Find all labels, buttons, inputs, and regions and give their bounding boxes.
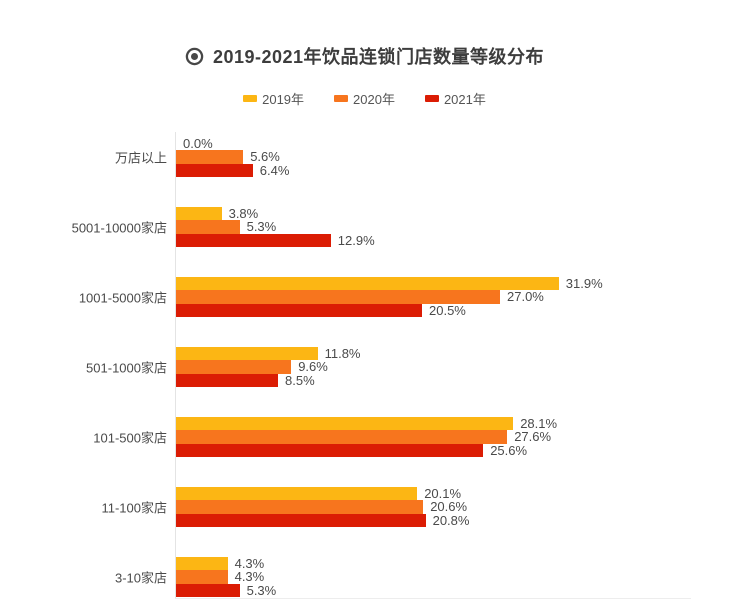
- legend-label: 2020年: [353, 92, 395, 107]
- bar: [176, 557, 228, 571]
- value-label: 31.9%: [565, 276, 603, 292]
- bar-row: 27.0%: [176, 289, 544, 305]
- legend-swatch: [424, 95, 439, 102]
- chart-title: 2019-2021年饮品连锁门店数量等级分布: [212, 47, 545, 67]
- value-label: 8.5%: [285, 372, 315, 388]
- bar-group: 1001-5000家店 31.9% 27.0% 20.5%: [0, 277, 729, 317]
- category-label: 5001-10000家店: [71, 220, 167, 236]
- category-label: 501-1000家店: [86, 360, 167, 376]
- bar-row: 5.3%: [176, 582, 277, 598]
- bar-group: 3-10家店 4.3% 4.3% 5.3%: [0, 557, 729, 597]
- bar: [176, 430, 508, 444]
- bar: [176, 487, 418, 501]
- bar-row: 5.6%: [176, 149, 280, 165]
- bar-group: 万店以上 0.0% 5.6% 6.4%: [0, 137, 729, 177]
- value-label: 5.3%: [246, 582, 277, 598]
- bar-row: 5.3%: [176, 219, 277, 235]
- bar: [176, 443, 484, 457]
- value-label: 4.3%: [234, 556, 265, 572]
- bar-group: 501-1000家店 11.8% 9.6% 8.5%: [0, 347, 729, 387]
- bar-row: 28.1%: [176, 416, 558, 432]
- bar-row: 11.8%: [176, 346, 361, 362]
- value-label: 6.4%: [259, 162, 290, 178]
- bar-row: 31.9%: [176, 276, 603, 292]
- legend-label: 2019年: [262, 92, 305, 107]
- bar-row: 12.9%: [176, 232, 375, 248]
- bar: [176, 220, 240, 234]
- legend-item-1: 2020年: [334, 89, 395, 108]
- legend-item-0: 2019年: [243, 89, 304, 108]
- value-label: 28.1%: [520, 416, 558, 432]
- bar-row: 20.8%: [176, 512, 470, 528]
- bar: [176, 347, 318, 361]
- value-label: 5.6%: [250, 149, 280, 165]
- bar: [176, 303, 422, 317]
- legend-item-2: 2021年: [424, 89, 486, 108]
- bar: [176, 513, 426, 527]
- category-label: 万店以上: [114, 150, 167, 166]
- category-label: 11-100家店: [101, 500, 167, 516]
- bar: [176, 500, 424, 514]
- bar: [176, 373, 278, 387]
- bar-row: 27.6%: [176, 429, 552, 445]
- value-label: 20.6%: [430, 499, 468, 515]
- bar-row: 25.6%: [176, 442, 528, 458]
- category-label: 1001-5000家店: [78, 290, 167, 306]
- target-icon: [185, 47, 204, 66]
- bar: [176, 583, 240, 597]
- bar-row: 8.5%: [176, 372, 315, 388]
- bar-row: 4.3%: [176, 556, 265, 572]
- bar: [176, 163, 253, 177]
- value-label: 3.8%: [228, 206, 259, 222]
- bar-row: 4.3%: [176, 569, 265, 585]
- bar: [176, 417, 514, 431]
- bar: [176, 277, 559, 291]
- legend-swatch: [334, 95, 349, 102]
- bar-group: 101-500家店 28.1% 27.6% 25.6%: [0, 417, 729, 457]
- bar-row: 3.8%: [176, 206, 259, 222]
- bar-group: 11-100家店 20.1% 20.6% 20.8%: [0, 487, 729, 527]
- value-label: 11.8%: [324, 346, 361, 362]
- bar: [176, 570, 228, 584]
- bar-row: 20.5%: [176, 302, 466, 318]
- value-label: 0.0%: [183, 136, 213, 152]
- category-label: 101-500家店: [93, 430, 167, 446]
- legend-label: 2021年: [443, 92, 486, 107]
- bar: [176, 290, 500, 304]
- bar: [176, 207, 222, 221]
- y-axis-line: [175, 132, 176, 598]
- chart-legend: 2019年 2020年 2021年: [0, 89, 729, 108]
- bar: [176, 150, 244, 164]
- category-label: 3-10家店: [114, 570, 167, 586]
- bar-row: 0.0%: [176, 137, 213, 150]
- bar-group: 5001-10000家店 3.8% 5.3% 12.9%: [0, 207, 729, 247]
- value-label: 12.9%: [337, 232, 375, 248]
- bar: [176, 233, 331, 247]
- bar-row: 20.1%: [176, 486, 462, 502]
- value-label: 27.0%: [507, 289, 544, 305]
- bar-row: 20.6%: [176, 499, 468, 515]
- bar-row: 9.6%: [176, 359, 328, 375]
- legend-swatch: [243, 95, 258, 102]
- bar-row: 6.4%: [176, 162, 290, 178]
- value-label: 9.6%: [298, 359, 328, 375]
- chart-title-row: 2019-2021年饮品连锁门店数量等级分布: [0, 43, 729, 69]
- value-label: 20.5%: [429, 302, 466, 318]
- value-label: 25.6%: [490, 442, 528, 458]
- value-label: 4.3%: [234, 569, 265, 585]
- value-label: 20.1%: [424, 486, 462, 502]
- value-label: 5.3%: [246, 219, 277, 235]
- value-label: 27.6%: [514, 429, 552, 445]
- x-axis-line: [175, 598, 691, 599]
- value-label: 20.8%: [432, 512, 470, 528]
- bar: [176, 360, 292, 374]
